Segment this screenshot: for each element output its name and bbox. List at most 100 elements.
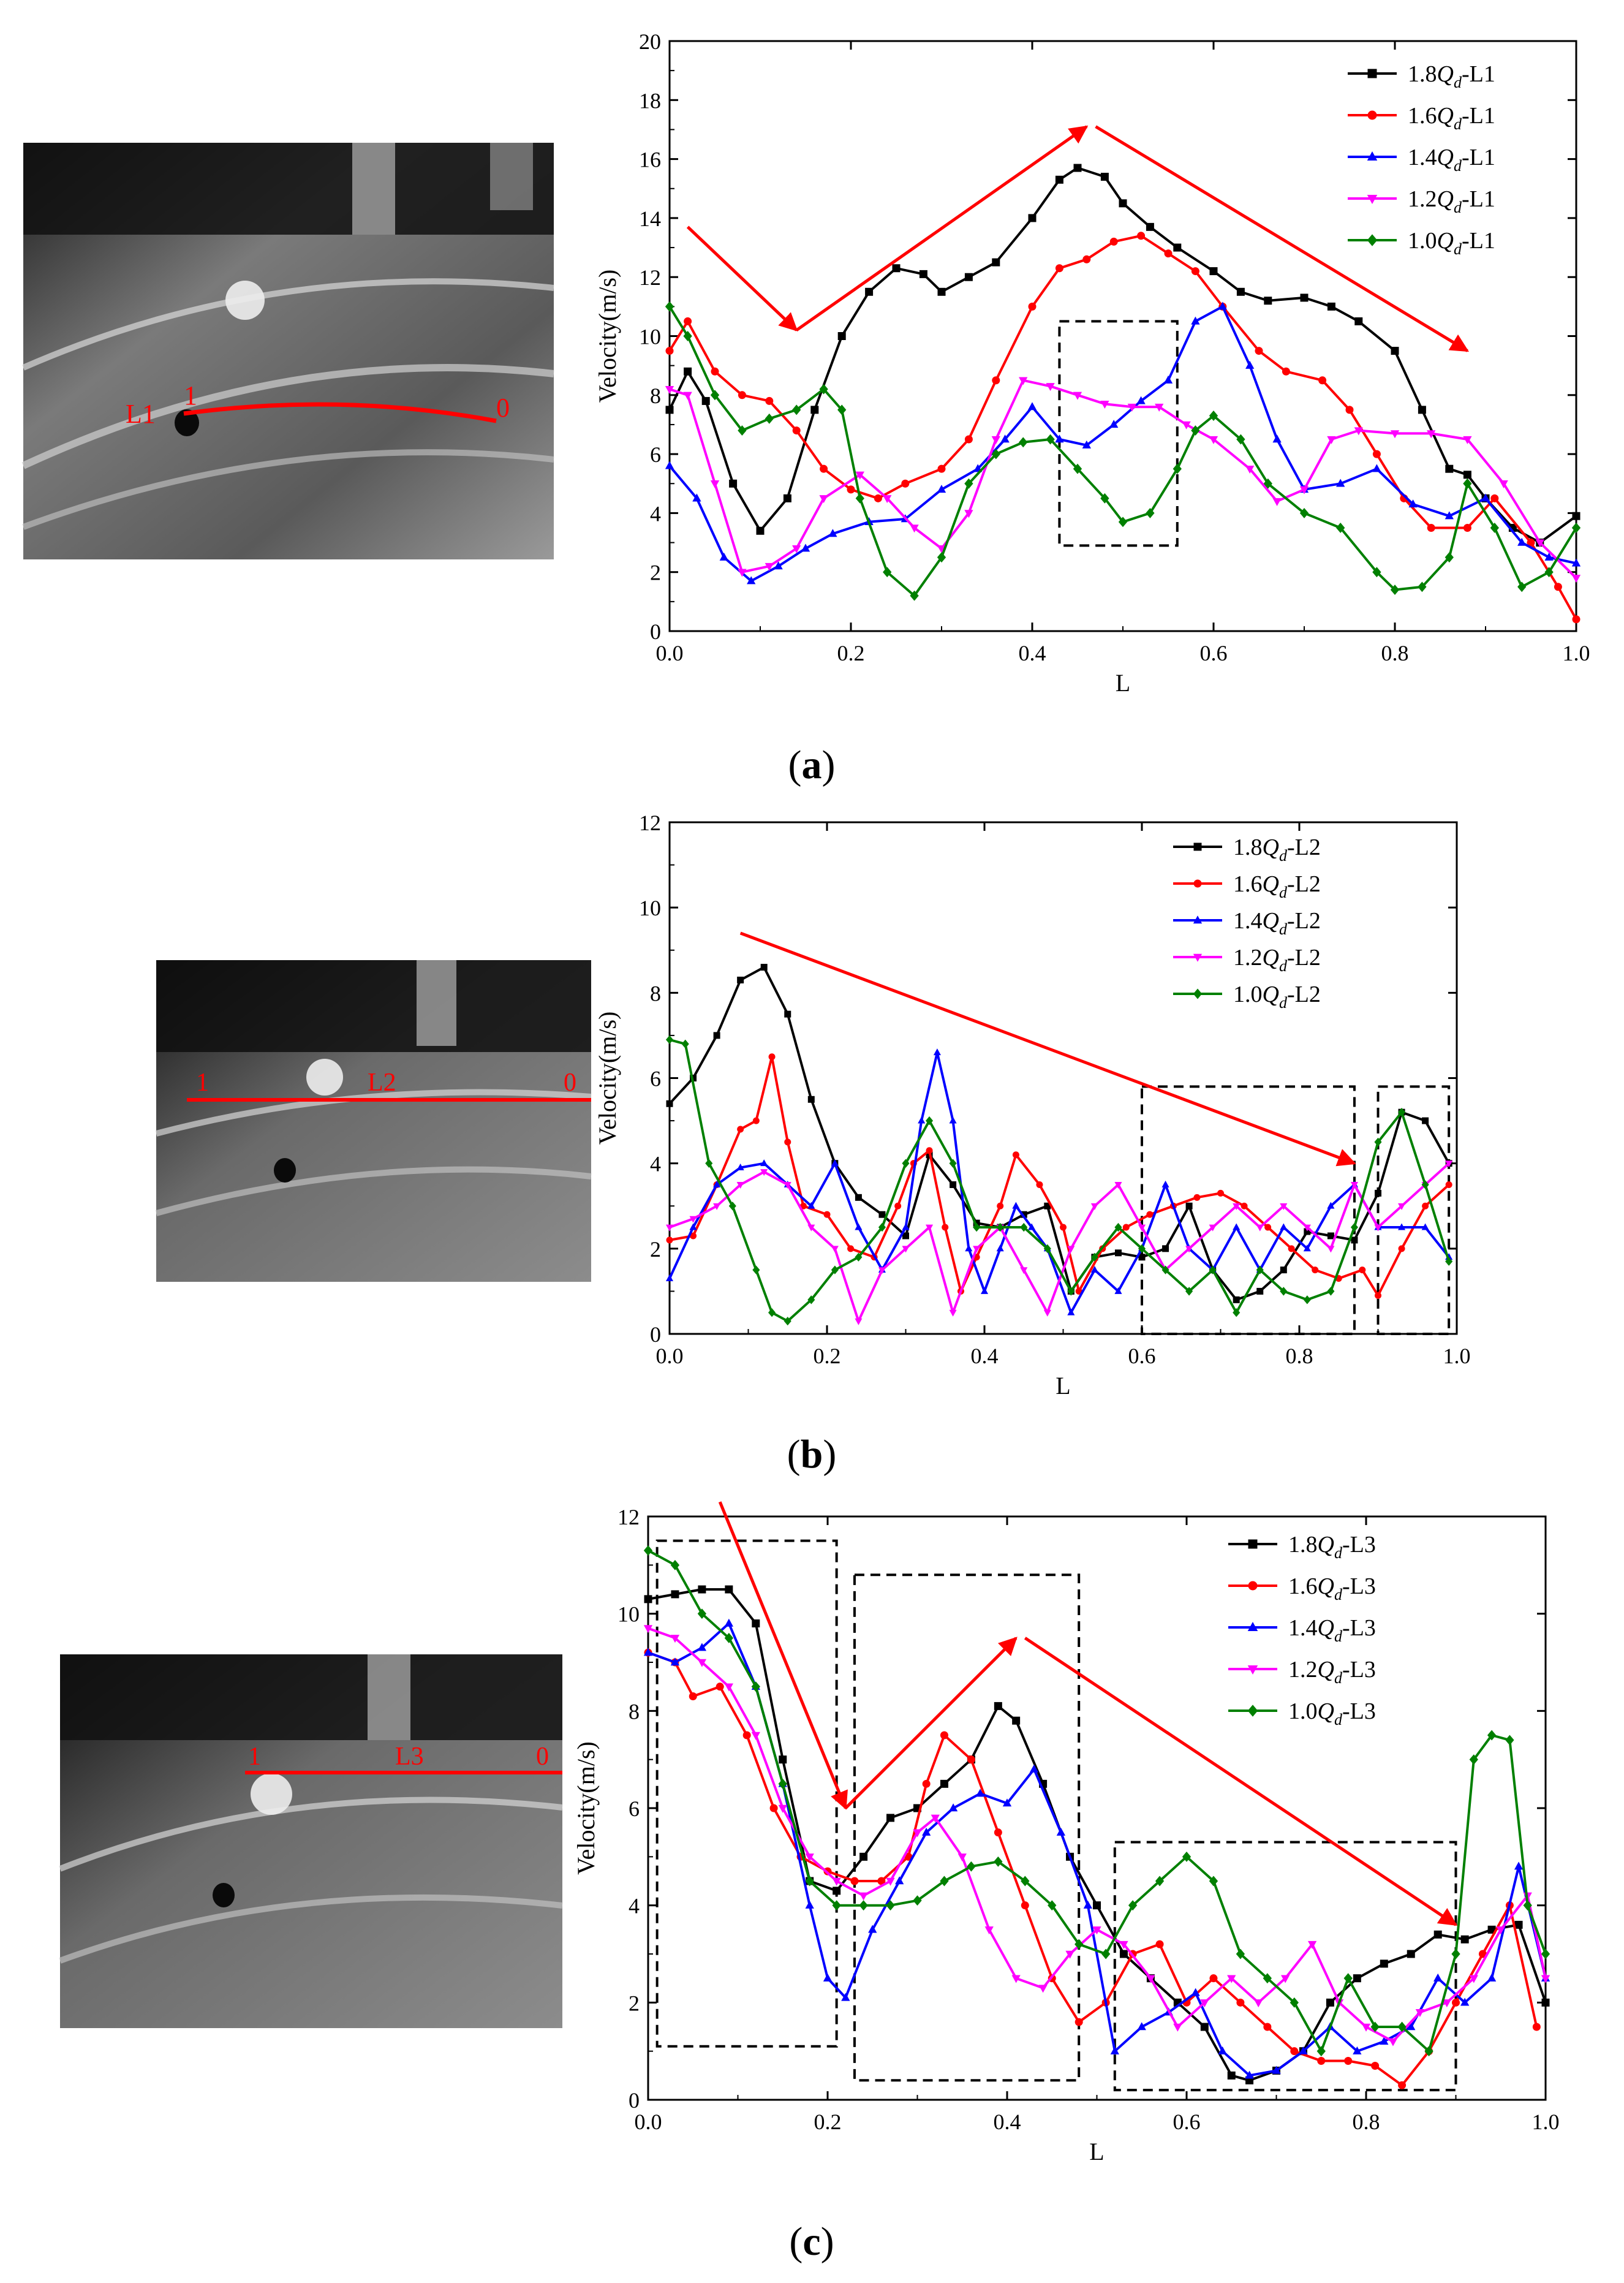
- data-point-1.2Q_d-L1: [665, 385, 674, 394]
- data-point-1.6Q_d-L3: [1371, 2061, 1380, 2070]
- data-point-1.0Q_d-L1: [1299, 507, 1309, 518]
- data-point-1.2Q_d-L3: [643, 1625, 653, 1634]
- data-point-1.0Q_d-L3: [1048, 1900, 1057, 1911]
- data-point-1.0Q_d-L2: [1280, 1287, 1288, 1296]
- y-tick-label: 10: [639, 325, 661, 349]
- data-point-1.6Q_d-L1: [684, 317, 692, 325]
- data-point-1.8Q_d-L2: [1327, 1232, 1334, 1240]
- data-point-1.8Q_d-L1: [837, 332, 846, 340]
- data-point-1.6Q_d-L1: [1490, 494, 1499, 502]
- series-line-1.8Q_d-L2: [668, 966, 1450, 1301]
- data-point-1.8Q_d-L1: [1572, 512, 1581, 520]
- legend-marker: [1247, 1665, 1258, 1675]
- legend-label: 1.2Qd-L3: [1288, 1657, 1376, 1687]
- data-point-1.2Q_d-L2: [1233, 1203, 1241, 1210]
- data-point-1.0Q_d-L3: [697, 1608, 707, 1619]
- legend-item: 1.0Qd-L3: [1228, 1698, 1376, 1728]
- legend-item: 1.6Qd-L3: [1228, 1573, 1376, 1603]
- data-point-1.0Q_d-L1: [1191, 425, 1200, 436]
- data-point-1.2Q_d-L3: [1307, 1940, 1317, 1949]
- data-point-1.2Q_d-L2: [1185, 1246, 1193, 1253]
- data-point-1.2Q_d-L3: [697, 1659, 707, 1667]
- data-point-1.6Q_d-L3: [1532, 2023, 1541, 2031]
- data-point-1.4Q_d-L1: [1571, 558, 1581, 567]
- data-point-1.6Q_d-L2: [737, 1126, 744, 1133]
- data-point-1.2Q_d-L3: [1146, 1975, 1155, 1983]
- data-point-1.0Q_d-L1: [1445, 552, 1454, 563]
- data-point-1.8Q_d-L1: [937, 287, 946, 296]
- data-point-1.0Q_d-L2: [1114, 1222, 1122, 1232]
- plot-frame: [668, 821, 1458, 1335]
- dashed-box-2: [1377, 1085, 1451, 1335]
- data-point-1.4Q_d-L2: [949, 1116, 957, 1124]
- y-tick-label: 0: [650, 619, 661, 644]
- data-point-1.2Q_d-L2: [1256, 1224, 1264, 1232]
- data-point-1.8Q_d-L2: [878, 1211, 886, 1218]
- data-point-1.4Q_d-L1: [1109, 420, 1119, 428]
- data-point-1.0Q_d-L2: [1138, 1244, 1146, 1253]
- y-tick-label: 4: [629, 1894, 640, 1918]
- legend-label: 1.6Qd-L3: [1288, 1573, 1376, 1603]
- data-point-1.8Q_d-L2: [1020, 1211, 1027, 1218]
- data-point-1.6Q_d-L2: [784, 1138, 791, 1146]
- data-point-1.8Q_d-L1: [684, 367, 692, 376]
- data-point-1.4Q_d-L1: [1408, 499, 1418, 508]
- y-tick-label: 12: [617, 1505, 640, 1529]
- y-tick-label: 0: [629, 2088, 640, 2113]
- data-point-1.0Q_d-L3: [913, 1895, 922, 1906]
- data-point-1.6Q_d-L2: [1445, 1181, 1452, 1188]
- series-1.0Q_d-L3: [643, 1545, 1550, 2057]
- data-point-1.8Q_d-L2: [737, 976, 744, 983]
- trend-arrow-1: [718, 1501, 848, 1810]
- data-point-1.4Q_d-L3: [1353, 2046, 1362, 2054]
- data-point-1.6Q_d-L3: [922, 1779, 931, 1788]
- data-point-1.0Q_d-L1: [1418, 581, 1427, 593]
- data-point-1.0Q_d-L2: [1303, 1295, 1311, 1304]
- data-point-1.2Q_d-L1: [819, 495, 828, 504]
- data-point-1.4Q_d-L2: [713, 1180, 721, 1187]
- data-point-1.0Q_d-L1: [1372, 567, 1381, 578]
- data-point-1.2Q_d-L2: [1350, 1182, 1358, 1189]
- data-point-1.2Q_d-L2: [665, 1224, 674, 1232]
- data-point-1.0Q_d-L3: [1101, 1948, 1111, 1959]
- data-point-1.0Q_d-L1: [1046, 434, 1055, 445]
- data-point-1.4Q_d-L3: [1218, 2046, 1227, 2054]
- x-tick-label: 0.6: [1200, 641, 1228, 665]
- data-point-1.4Q_d-L1: [719, 552, 728, 561]
- data-point-1.6Q_d-L2: [1241, 1202, 1248, 1210]
- data-point-1.6Q_d-L1: [738, 391, 746, 399]
- data-point-1.0Q_d-L3: [886, 1900, 895, 1911]
- data-point-1.2Q_d-L2: [878, 1267, 886, 1274]
- data-point-1.4Q_d-L3: [1407, 2022, 1416, 2031]
- data-point-1.4Q_d-L3: [1002, 1798, 1012, 1807]
- data-point-1.4Q_d-L3: [922, 1827, 931, 1836]
- legend-marker: [1193, 988, 1203, 999]
- panel-label-c: (c): [789, 2219, 834, 2264]
- data-point-1.6Q_d-L2: [997, 1202, 1004, 1210]
- data-point-1.0Q_d-L1: [1490, 523, 1499, 533]
- data-point-1.4Q_d-L2: [1233, 1223, 1241, 1230]
- data-point-1.8Q_d-L1: [810, 406, 819, 414]
- data-point-1.6Q_d-L2: [847, 1245, 855, 1252]
- data-point-1.4Q_d-L3: [895, 1876, 904, 1885]
- data-point-1.0Q_d-L3: [778, 1778, 787, 1789]
- legend-label: 1.6Qd-L2: [1233, 871, 1321, 901]
- data-point-1.0Q_d-L3: [1263, 1973, 1272, 1984]
- data-point-1.0Q_d-L1: [710, 390, 720, 401]
- photo-c-left-marker: 1: [248, 1743, 261, 1771]
- data-point-1.4Q_d-L1: [1082, 440, 1091, 449]
- data-point-1.4Q_d-L3: [1056, 1827, 1066, 1836]
- y-tick-label: 0: [650, 1322, 661, 1347]
- data-point-1.2Q_d-L1: [1209, 436, 1218, 444]
- data-point-1.6Q_d-L2: [1359, 1266, 1366, 1274]
- x-tick-label: 0.4: [994, 2110, 1021, 2134]
- data-point-1.4Q_d-L3: [724, 1618, 733, 1627]
- data-point-1.2Q_d-L1: [1046, 383, 1055, 392]
- y-tick-label: 12: [639, 811, 661, 835]
- data-point-1.6Q_d-L2: [823, 1211, 831, 1218]
- data-point-1.2Q_d-L1: [1354, 427, 1363, 436]
- data-point-1.2Q_d-L2: [689, 1216, 697, 1223]
- data-point-1.2Q_d-L3: [886, 1877, 895, 1886]
- data-point-1.4Q_d-L3: [1029, 1764, 1039, 1773]
- data-point-1.4Q_d-L1: [1055, 434, 1064, 443]
